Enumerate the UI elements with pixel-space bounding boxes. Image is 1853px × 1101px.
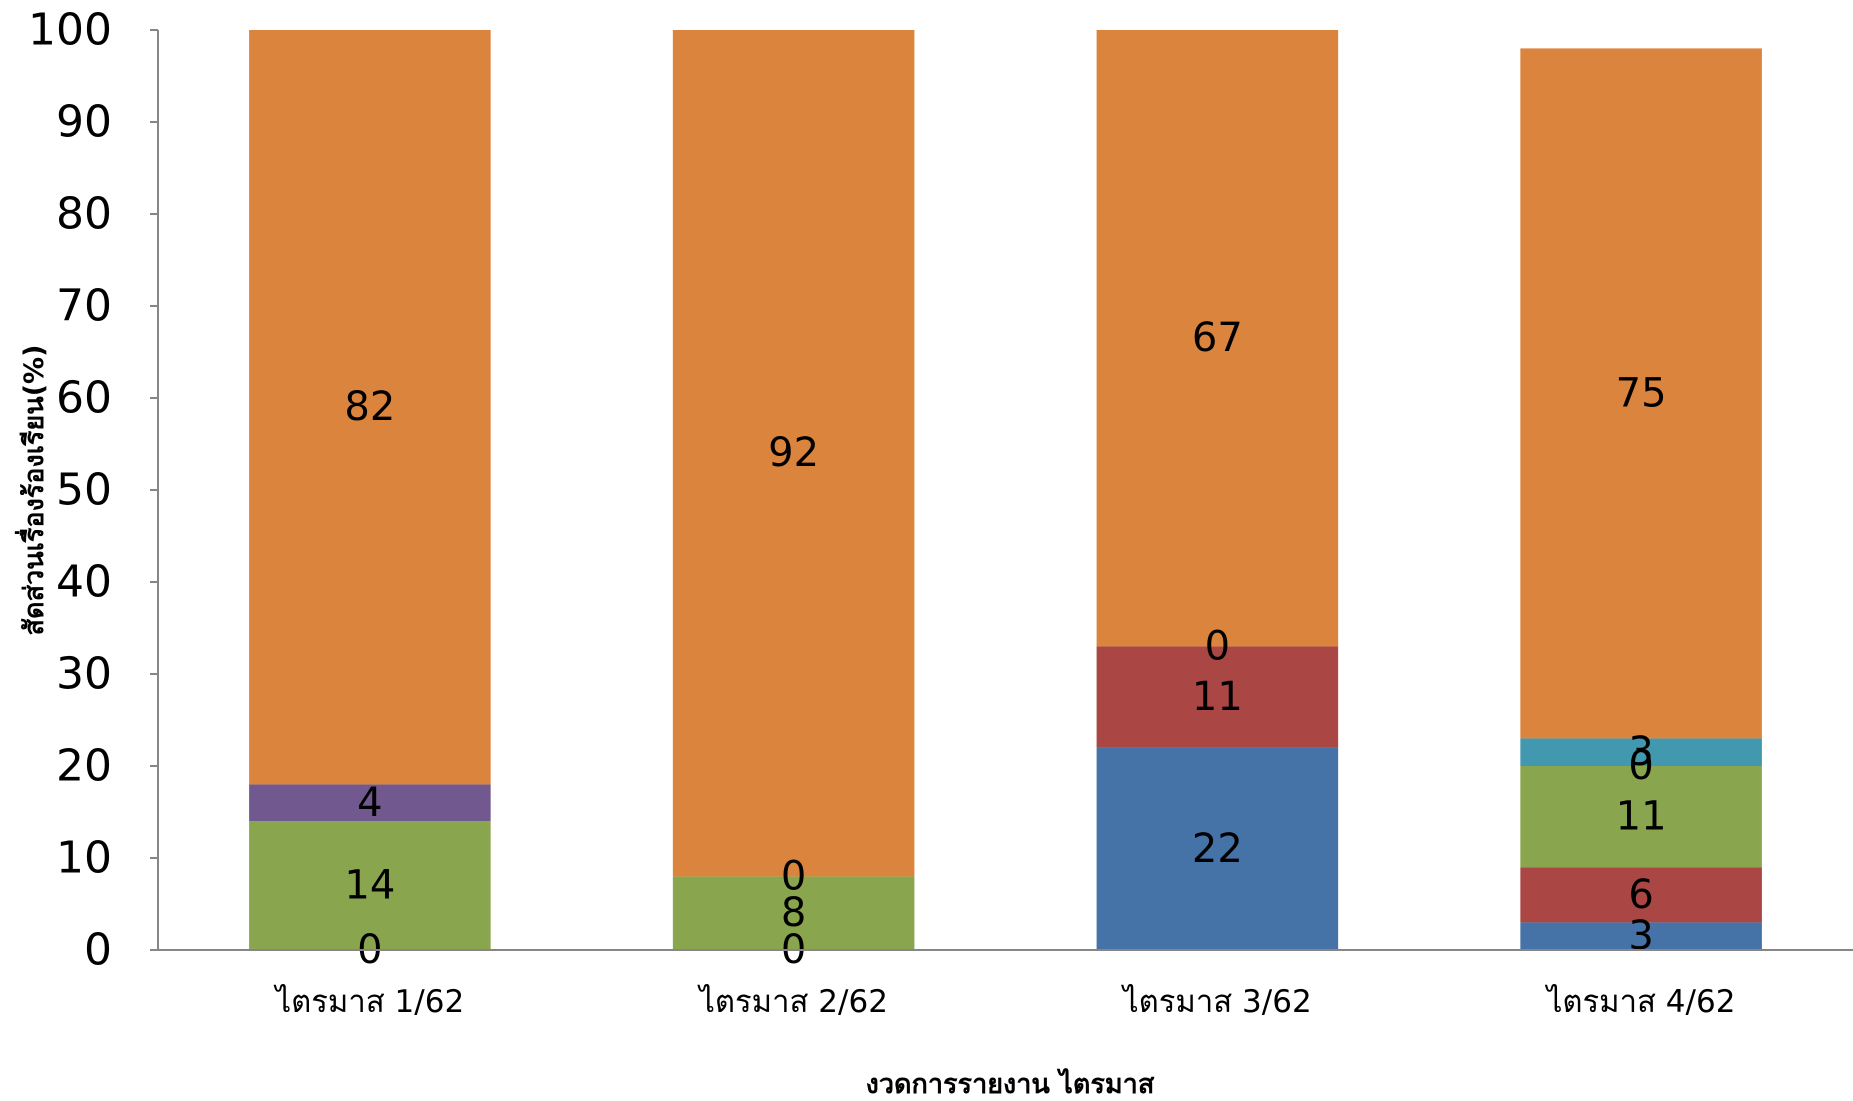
bar-segment (672, 876, 915, 950)
bar-segment (1096, 747, 1339, 950)
bar-segment (1520, 766, 1762, 868)
y-tick-label: 80 (56, 189, 112, 240)
data-label: 92 (768, 430, 819, 476)
data-label: 3 (1628, 729, 1653, 775)
bar-segment (249, 821, 491, 950)
data-label: 0 (1628, 743, 1653, 789)
y-tick-label: 20 (56, 741, 112, 792)
data-label: 11 (1192, 674, 1243, 720)
bar-segment (1520, 48, 1762, 739)
data-label: 8 (781, 890, 806, 936)
y-tick-label: 30 (56, 649, 112, 700)
y-tick-label: 0 (84, 925, 112, 976)
y-tick-label: 90 (56, 97, 112, 148)
data-label: 4 (357, 780, 382, 826)
data-label: 0 (781, 853, 806, 899)
y-tick-label: 50 (56, 465, 112, 516)
y-tick-label: 100 (28, 5, 112, 56)
x-axis-title: งวดการรายงาน ไตรมาส (866, 1068, 1155, 1097)
x-tick-label: ไตรมาส 3/62 (1120, 984, 1312, 1020)
data-label: 75 (1616, 370, 1667, 416)
bar-segment (249, 784, 491, 822)
bar-segment (1520, 922, 1762, 950)
x-tick-label: ไตรมาส 1/62 (273, 984, 465, 1020)
y-tick-label: 60 (56, 373, 112, 424)
data-label: 6 (1628, 872, 1653, 918)
data-label: 82 (344, 384, 395, 430)
data-label: 67 (1192, 315, 1243, 361)
bar-segment (1520, 867, 1762, 923)
data-label: 0 (1205, 623, 1230, 669)
bar-segment (672, 30, 915, 877)
y-tick-label: 10 (56, 833, 112, 884)
data-label: 11 (1616, 794, 1667, 840)
bar-segment (1096, 646, 1339, 748)
y-axis-title: สัดส่วนเรื่องร้องเรียน(%) (14, 345, 50, 636)
data-label: 22 (1192, 826, 1243, 872)
bars-group (249, 30, 1762, 950)
y-tick-label: 40 (56, 557, 112, 608)
data-label: 3 (1628, 913, 1653, 959)
y-tick-label: 70 (56, 281, 112, 332)
bar-segment (1096, 30, 1339, 647)
x-tick-label: ไตรมาส 4/62 (1544, 984, 1736, 1020)
bar-segment (249, 30, 491, 785)
x-tick-label: ไตรมาส 2/62 (696, 984, 888, 1020)
bar-segment (1520, 738, 1762, 766)
data-label: 14 (344, 863, 395, 909)
